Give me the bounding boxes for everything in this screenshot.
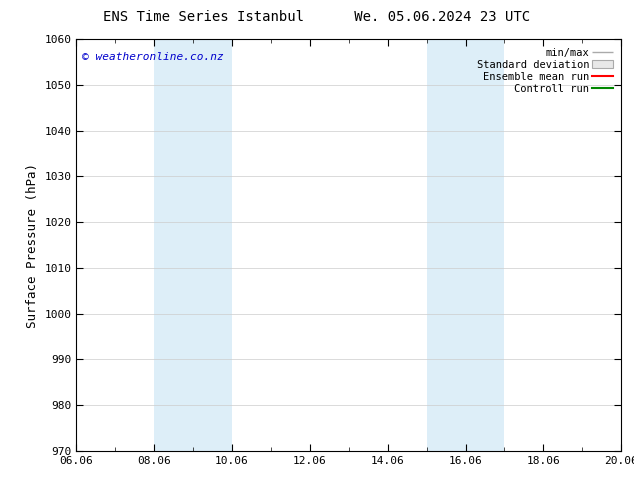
Text: ENS Time Series Istanbul      We. 05.06.2024 23 UTC: ENS Time Series Istanbul We. 05.06.2024 … [103, 10, 531, 24]
Y-axis label: Surface Pressure (hPa): Surface Pressure (hPa) [25, 163, 39, 327]
Bar [427, 39, 505, 451]
Text: © weatheronline.co.nz: © weatheronline.co.nz [82, 51, 223, 62]
Legend: min/max, Standard deviation, Ensemble mean run, Controll run: min/max, Standard deviation, Ensemble me… [474, 45, 616, 97]
Bar [154, 39, 232, 451]
